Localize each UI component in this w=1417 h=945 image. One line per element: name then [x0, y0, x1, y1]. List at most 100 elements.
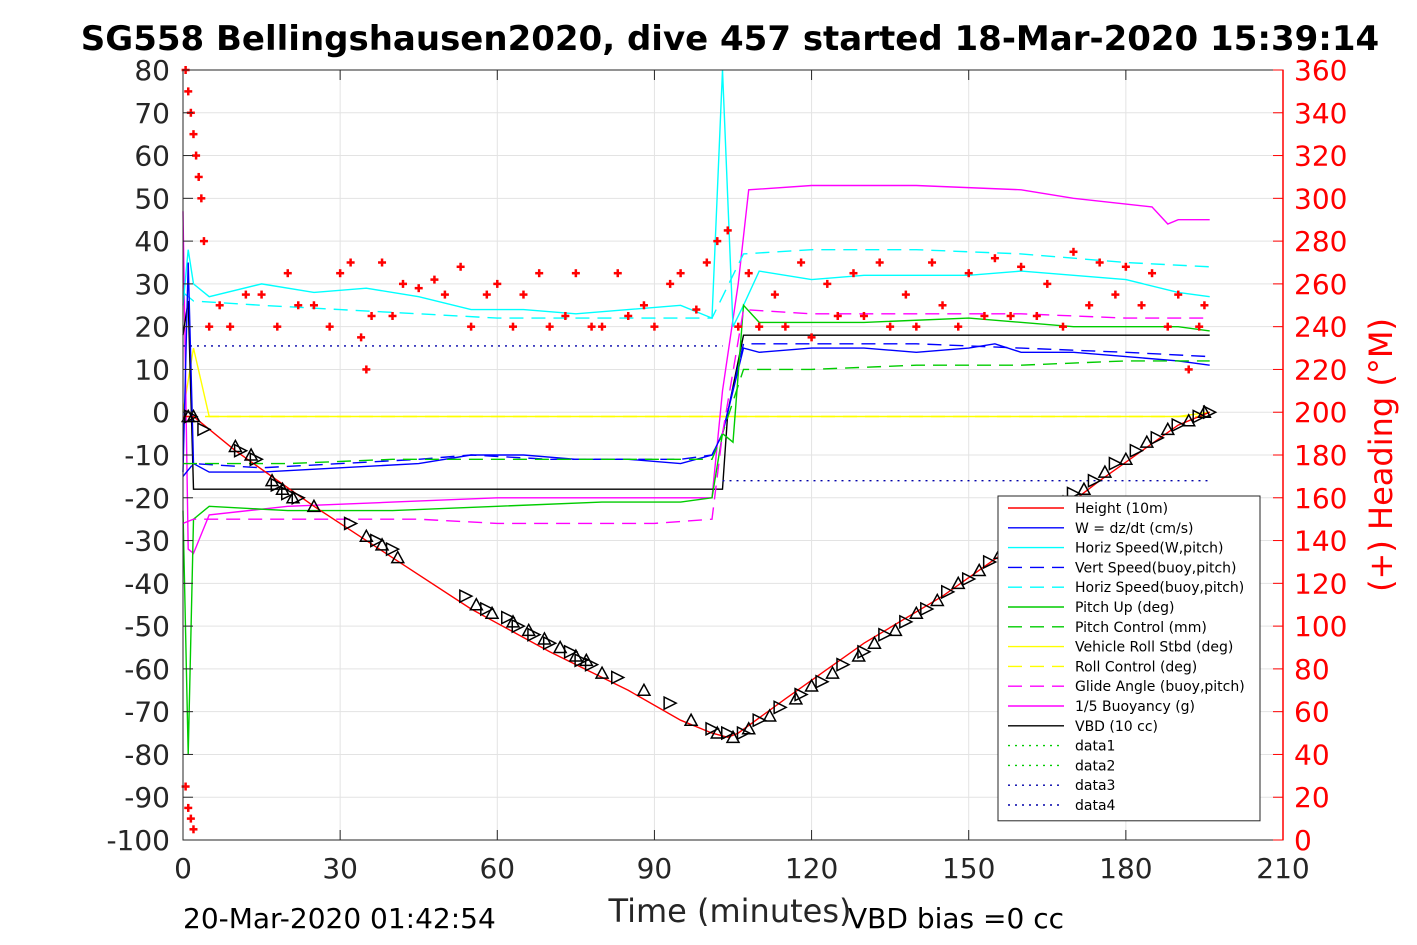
heading-marker: [875, 258, 884, 267]
heading-marker: [1032, 311, 1041, 320]
heading-marker: [1085, 301, 1094, 310]
y-tick-label-left: 30: [134, 268, 170, 301]
heading-marker: [1043, 279, 1052, 288]
depth-marker: [1139, 434, 1155, 448]
y-tick-label-right: 240: [1294, 311, 1347, 344]
legend-entry: VBD (10 cc): [1075, 719, 1158, 735]
heading-marker: [1017, 262, 1026, 271]
y-tick-label-right: 320: [1294, 140, 1347, 173]
heading-marker: [367, 311, 376, 320]
y-tick-label-left: -70: [124, 696, 170, 729]
depth-marker: [552, 639, 568, 654]
y-tick-label-left: -30: [124, 525, 170, 558]
depth-marker: [459, 588, 474, 604]
y-tick-label-left: -10: [124, 439, 170, 472]
depth-marker: [725, 729, 741, 744]
heading-marker: [189, 825, 198, 834]
x-tick-label: 210: [1256, 852, 1309, 885]
y-tick-label-left: -60: [124, 653, 170, 686]
legend-entry: W = dz/dt (cm/s): [1075, 521, 1194, 537]
depth-marker: [480, 601, 495, 617]
depth-marker: [721, 725, 736, 741]
legend-entry: Pitch Control (mm): [1075, 620, 1207, 636]
depth-marker: [636, 682, 652, 697]
heading-marker: [482, 290, 491, 299]
depth-marker: [306, 498, 322, 513]
heading-marker: [545, 322, 554, 331]
depth-marker: [374, 537, 390, 551]
heading-marker: [294, 301, 303, 310]
x-tick-label: 150: [942, 852, 995, 885]
heading-marker: [189, 130, 198, 139]
y-tick-label-right: 100: [1294, 610, 1347, 643]
heading-marker: [519, 290, 528, 299]
y-tick-label-left: 70: [134, 97, 170, 130]
heading-marker: [770, 290, 779, 299]
depth-marker: [1129, 443, 1145, 458]
x-tick-label: 0: [174, 852, 192, 885]
depth-marker: [857, 644, 872, 659]
depth-marker: [909, 605, 924, 620]
legend-entry: data3: [1075, 778, 1115, 794]
heading-marker: [357, 333, 366, 342]
heading-marker: [666, 279, 675, 288]
legend: Height (10m) W = dz/dt (cm/s) Horiz Speed(…: [997, 495, 1261, 822]
depth-marker: [1108, 456, 1124, 471]
y-tick-label-left: -50: [124, 610, 170, 643]
right-axis-label: (+) Heading (°M): [1362, 318, 1400, 592]
heading-marker: [901, 290, 910, 299]
heading-marker: [283, 269, 292, 278]
y-tick-label-right: 20: [1294, 781, 1330, 814]
legend-entry: Vehicle Roll Stbd (deg): [1075, 640, 1233, 656]
heading-marker: [571, 269, 580, 278]
x-tick-label: 120: [785, 852, 838, 885]
y-tick-label-left: 40: [134, 225, 170, 258]
depth-marker: [961, 571, 977, 587]
depth-marker: [1076, 481, 1092, 495]
heading-marker: [1184, 365, 1193, 374]
heading-marker: [205, 322, 214, 331]
heading-marker: [797, 258, 806, 267]
heading-marker: [980, 311, 989, 320]
depth-marker: [611, 670, 626, 685]
series-line-11: [182, 300, 1210, 490]
depth-marker: [705, 721, 720, 736]
heading-marker: [241, 290, 250, 299]
depth-marker: [563, 644, 579, 659]
depth-marker: [343, 516, 359, 531]
depth-marker: [1202, 405, 1218, 420]
chart-title: SG558 Bellingshausen2020, dive 457 start…: [81, 19, 1379, 59]
heading-marker: [954, 322, 963, 331]
depth-marker: [762, 708, 777, 722]
y-tick-label-left: 20: [134, 311, 170, 344]
heading-marker: [186, 814, 195, 823]
heading-marker: [598, 322, 607, 331]
series-line-4: [182, 248, 1210, 319]
depth-marker: [186, 408, 201, 423]
series-line-3: [182, 343, 1210, 477]
heading-marker: [928, 258, 937, 267]
depth-marker: [773, 700, 788, 715]
y-tick-label-left: -80: [124, 738, 170, 771]
y-tick-label-right: 280: [1294, 225, 1347, 258]
series-line-9: [182, 308, 1210, 525]
depth-marker: [888, 622, 903, 637]
legend-entry: data1: [1075, 739, 1115, 755]
y-tick-label-right: 40: [1294, 738, 1330, 771]
series-line-10: [182, 184, 1210, 555]
depth-marker: [741, 721, 756, 735]
heading-marker: [414, 284, 423, 293]
legend-entry: Height (10m): [1075, 501, 1168, 517]
depth-marker: [484, 605, 500, 620]
heading-marker: [624, 311, 633, 320]
depth-marker: [197, 422, 212, 437]
legend-entry: Pitch Up (deg): [1075, 600, 1174, 616]
heading-marker: [744, 269, 753, 278]
depth-marker: [867, 635, 882, 649]
heading-marker: [650, 322, 659, 331]
heading-marker: [713, 237, 722, 246]
depth-marker: [594, 665, 610, 679]
depth-marker: [249, 452, 265, 467]
heading-marker: [1148, 269, 1157, 278]
x-axis-label: Time (minutes): [608, 892, 852, 930]
